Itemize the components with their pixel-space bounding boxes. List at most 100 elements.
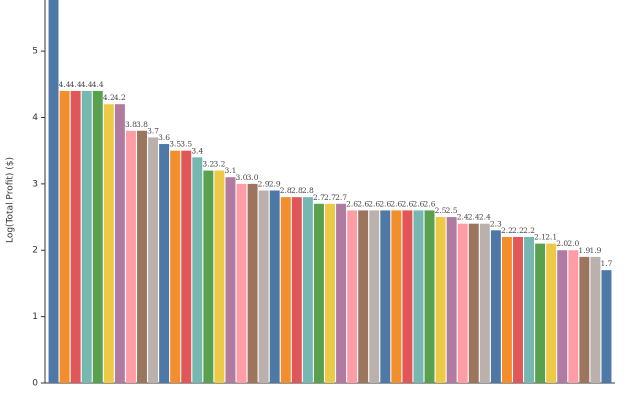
- value-label: 2.9: [258, 180, 270, 189]
- bar: [490, 230, 501, 383]
- bar: [501, 236, 512, 383]
- bar: [325, 203, 335, 383]
- y-tick-label: 4: [32, 113, 38, 123]
- y-tick-label: 3: [32, 179, 38, 189]
- value-label: 2.2: [523, 226, 535, 235]
- value-label: 2.2: [501, 226, 513, 235]
- bar: [391, 210, 402, 383]
- value-label: 2.1: [534, 233, 546, 242]
- bar: [557, 250, 568, 383]
- value-label: 2.4: [457, 213, 469, 222]
- bar: [413, 210, 424, 383]
- value-label: 2.6: [401, 199, 413, 208]
- bar: [457, 223, 468, 383]
- value-label: 3.2: [202, 160, 214, 169]
- bar: [568, 250, 579, 383]
- bar: [446, 217, 457, 383]
- y-tick-label: 1: [32, 312, 38, 322]
- value-label: 3.5: [180, 140, 192, 149]
- y-tick-label: 0: [32, 379, 38, 389]
- value-label: 3.0: [247, 173, 259, 182]
- bar: [70, 90, 81, 383]
- bar: [214, 170, 225, 383]
- bar: [424, 210, 435, 383]
- value-label: 2.8: [291, 186, 303, 195]
- bar: [92, 90, 103, 383]
- value-label: 3.4: [191, 146, 203, 155]
- bar: [159, 144, 170, 383]
- value-label: 2.6: [424, 199, 436, 208]
- bar: [546, 243, 557, 383]
- bar: [125, 130, 136, 383]
- value-label: 2.3: [490, 219, 502, 228]
- value-label: 3.2: [213, 160, 225, 169]
- bar: [402, 210, 413, 383]
- bar: [579, 256, 590, 383]
- bar: [347, 210, 358, 383]
- value-label: 1.9: [578, 246, 590, 255]
- value-label: 4.4: [70, 80, 82, 89]
- value-label: 4.4: [92, 80, 104, 89]
- bar: [468, 223, 479, 383]
- bar: [601, 270, 612, 383]
- bar: [358, 210, 369, 383]
- bar: [148, 137, 159, 383]
- value-label: 1.9: [589, 246, 601, 255]
- bar: [247, 183, 258, 383]
- bar: [258, 190, 269, 383]
- value-label: 1.7: [601, 259, 613, 268]
- value-label: 2.6: [357, 199, 369, 208]
- value-label: 2.6: [390, 199, 402, 208]
- value-label: 4.4: [59, 80, 71, 89]
- value-label: 2.6: [346, 199, 358, 208]
- value-label: 2.8: [280, 186, 292, 195]
- y-axis-title: Log(Total Profit) ($): [6, 157, 16, 243]
- bar: [114, 104, 125, 384]
- value-label: 4.2: [103, 93, 115, 102]
- value-label: 3.1: [225, 166, 237, 175]
- bar: [48, 0, 59, 384]
- value-label: 2.7: [313, 193, 325, 202]
- value-label: 2.6: [379, 199, 391, 208]
- bar: [236, 183, 247, 383]
- value-label: 2.1: [545, 233, 557, 242]
- bar: [192, 157, 203, 383]
- bar: [291, 197, 302, 383]
- bar: [313, 203, 324, 383]
- bar: [59, 90, 70, 383]
- bar: [225, 177, 236, 383]
- bar: [590, 256, 601, 383]
- bars: [48, 0, 612, 384]
- value-label: 4.2: [114, 93, 126, 102]
- bar: [435, 217, 446, 383]
- value-label: 2.6: [413, 199, 425, 208]
- y-tick-label: 2: [32, 246, 38, 256]
- value-label: 2.5: [446, 206, 458, 215]
- value-label: 4.4: [81, 80, 93, 89]
- value-label: 2.9: [269, 180, 281, 189]
- value-label: 3.6: [158, 133, 170, 142]
- value-label: 2.4: [468, 213, 480, 222]
- value-label: 2.7: [324, 193, 336, 202]
- bar: [302, 197, 313, 383]
- value-label: 2.2: [512, 226, 524, 235]
- value-label: 3.5: [169, 140, 181, 149]
- bar: [369, 210, 380, 383]
- bar: [137, 130, 147, 383]
- bar: [203, 170, 214, 383]
- bar: [181, 150, 192, 383]
- bar: [280, 197, 291, 383]
- value-label: 2.0: [567, 239, 579, 248]
- value-label: 3.7: [147, 126, 159, 135]
- bar: [479, 223, 490, 383]
- value-label: 2.7: [335, 193, 347, 202]
- value-label: 2.6: [368, 199, 380, 208]
- bar: [535, 243, 546, 383]
- value-label: 2.5: [435, 206, 447, 215]
- bar: [336, 203, 347, 383]
- bar: [380, 210, 391, 383]
- bar: [81, 90, 92, 383]
- value-label: 2.4: [479, 213, 491, 222]
- y-tick-label: 5: [32, 47, 38, 57]
